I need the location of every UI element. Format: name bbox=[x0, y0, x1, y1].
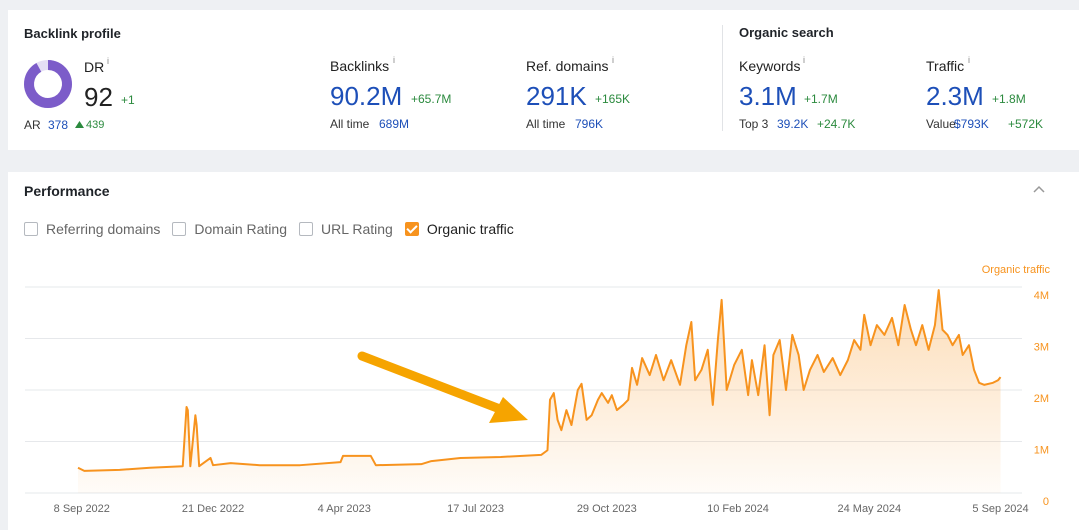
metric-value: 90.2M bbox=[330, 81, 403, 111]
series-toggle[interactable]: Organic traffic bbox=[404, 221, 514, 237]
y-tick-label: 3M bbox=[1034, 341, 1049, 353]
metric-label: AR bbox=[24, 118, 41, 132]
sub-label: All time bbox=[330, 117, 370, 131]
donut-arc bbox=[24, 60, 72, 108]
x-tick-label: 21 Dec 2022 bbox=[182, 503, 244, 515]
sub-value: $793K bbox=[954, 117, 989, 131]
series-toggle[interactable]: URL Rating bbox=[299, 221, 393, 237]
info-icon[interactable]: i bbox=[803, 55, 805, 65]
area bbox=[78, 290, 1001, 493]
metric-value: 3.1M bbox=[739, 81, 797, 111]
y-tick-label: 0 bbox=[1043, 496, 1049, 508]
x-tick-label: 4 Apr 2023 bbox=[318, 503, 371, 515]
checkbox[interactable] bbox=[24, 222, 38, 236]
info-icon[interactable]: i bbox=[393, 55, 395, 65]
sub-value: 689M bbox=[379, 117, 410, 131]
series-toggles: Referring domains Domain Rating URL Rating… bbox=[24, 221, 514, 237]
metric-value: 2.3M bbox=[926, 81, 984, 111]
info-icon[interactable]: i bbox=[107, 56, 109, 66]
sub-change: +24.7K bbox=[817, 117, 856, 131]
metric-label: DR bbox=[84, 59, 105, 75]
metric-label: Backlinks bbox=[330, 58, 390, 74]
toggle-label: Organic traffic bbox=[426, 221, 514, 237]
section-title: Organic search bbox=[739, 25, 834, 40]
metric-change: +1.7M bbox=[804, 92, 838, 106]
series-toggle[interactable]: Domain Rating bbox=[172, 221, 287, 237]
metric-label: Traffic bbox=[926, 58, 965, 74]
section-title: Backlink profile bbox=[24, 26, 121, 41]
dr-donut bbox=[24, 60, 72, 108]
y-tick-label: 1M bbox=[1034, 444, 1049, 456]
metric-value: 291K bbox=[526, 81, 587, 111]
metric-change: +65.7M bbox=[411, 92, 452, 106]
line bbox=[77, 289, 1002, 472]
sub-value: 796K bbox=[575, 117, 604, 131]
section-title: Performance bbox=[24, 183, 110, 199]
metric-change: 439 bbox=[86, 119, 105, 131]
toggle-label: Domain Rating bbox=[194, 221, 287, 237]
x-tick-label: 29 Oct 2023 bbox=[577, 503, 637, 515]
x-tick-label: 8 Sep 2022 bbox=[54, 503, 110, 515]
x-tick-label: 10 Feb 2024 bbox=[707, 503, 769, 515]
up-arrow bbox=[75, 121, 84, 128]
annotation-arrow bbox=[357, 351, 528, 423]
info-icon[interactable]: i bbox=[612, 55, 614, 65]
y-tick-label: 4M bbox=[1034, 290, 1049, 302]
sub-label: All time bbox=[526, 117, 566, 131]
info-icon[interactable]: i bbox=[968, 55, 970, 65]
metric-change: +1.8M bbox=[992, 92, 1026, 106]
metric-value: 378 bbox=[48, 118, 69, 132]
collapse-button[interactable] bbox=[1032, 184, 1046, 194]
y-tick-label: 2M bbox=[1034, 393, 1049, 405]
checkbox[interactable] bbox=[172, 222, 187, 236]
checkbox[interactable] bbox=[299, 222, 313, 236]
series-toggle[interactable]: Referring domains bbox=[24, 221, 160, 237]
sub-label: Top 3 bbox=[739, 117, 769, 131]
x-tick-label: 17 Jul 2023 bbox=[447, 503, 504, 515]
checkbox[interactable] bbox=[404, 222, 419, 236]
series-label: Organic traffic bbox=[982, 264, 1051, 276]
sub-change: +572K bbox=[1008, 117, 1044, 131]
summary-card bbox=[8, 10, 1079, 150]
metric-change: +165K bbox=[595, 92, 631, 106]
x-tick-label: 5 Sep 2024 bbox=[972, 503, 1028, 515]
metric-change: +1 bbox=[121, 93, 135, 107]
metric-label: Ref. domains bbox=[526, 58, 609, 74]
x-tick-label: 24 May 2024 bbox=[837, 503, 901, 515]
toggle-label: Referring domains bbox=[46, 221, 161, 237]
sub-value: 39.2K bbox=[777, 117, 809, 131]
metric-label: Keywords bbox=[739, 58, 801, 74]
toggle-label: URL Rating bbox=[321, 221, 393, 237]
divider bbox=[722, 25, 723, 131]
metric-value: 92 bbox=[84, 82, 113, 112]
sub-label: Value bbox=[926, 117, 956, 131]
